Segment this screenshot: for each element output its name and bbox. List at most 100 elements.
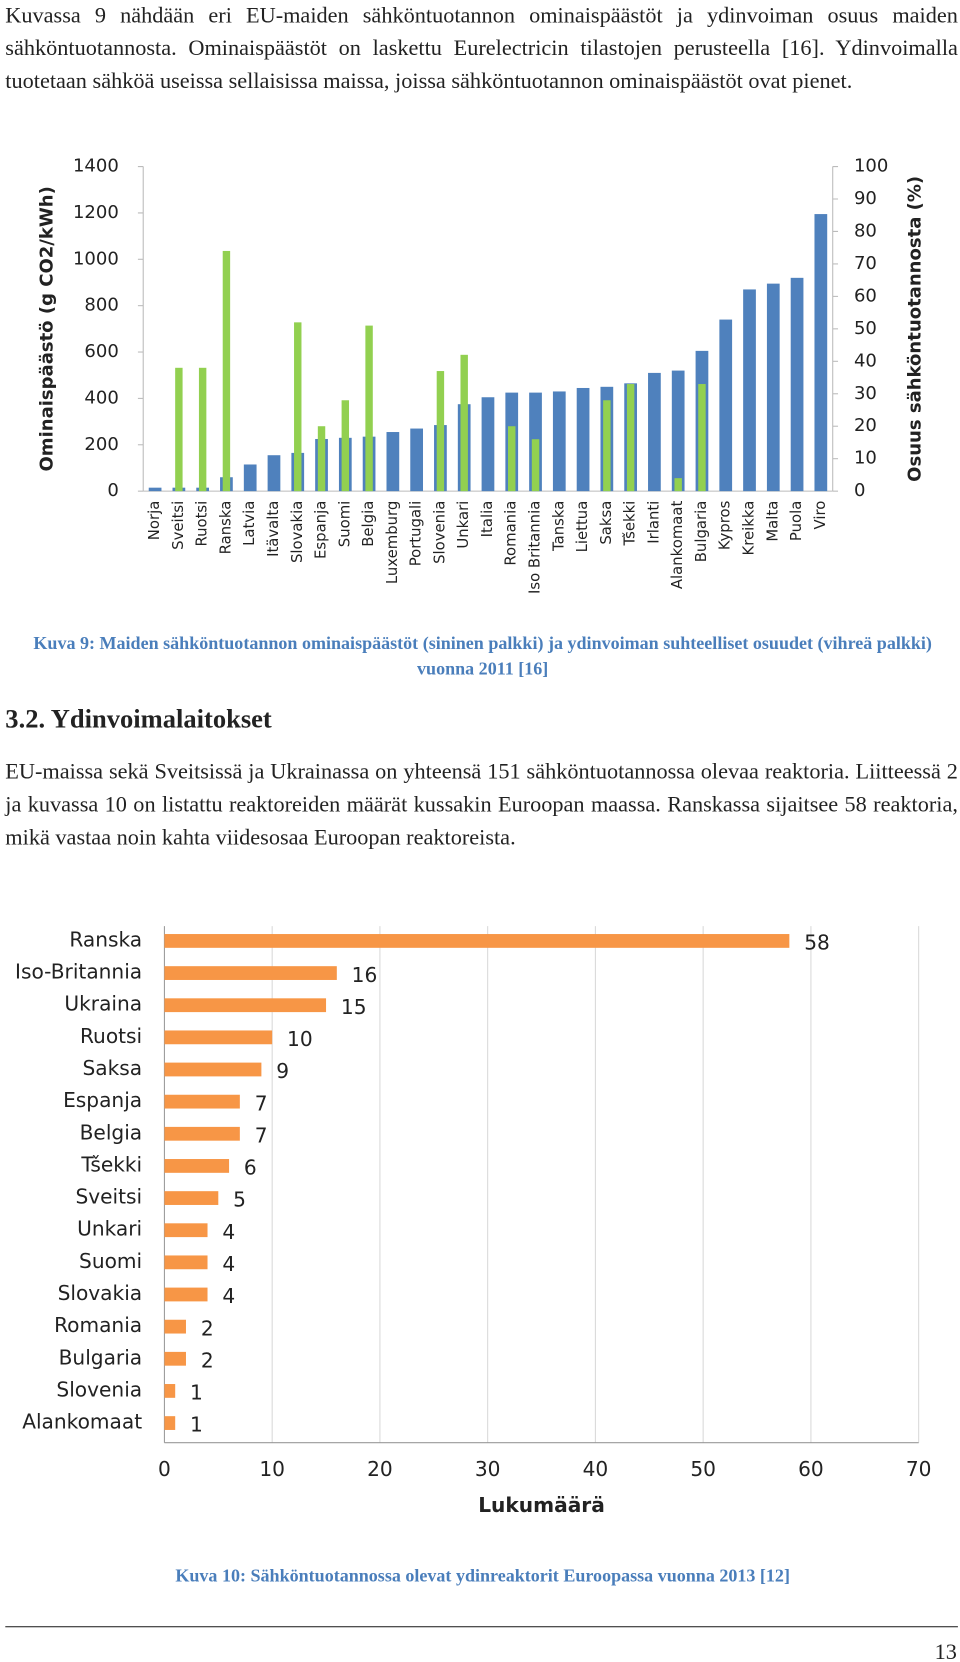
x-tick-label: Romania xyxy=(502,501,520,566)
x-tick-label: 50 xyxy=(690,1457,716,1481)
y2-tick-label: 30 xyxy=(854,383,877,404)
emission-chart: 0 200 400 600 800 1000 1200 1400 0 10 20 30 40 50 60 70… xyxy=(37,156,926,594)
y-tick-label: 200 xyxy=(84,434,118,455)
bar xyxy=(175,367,183,492)
y2-tick-label: 10 xyxy=(854,448,877,469)
bar xyxy=(481,397,495,492)
x-tick-label: Kypros xyxy=(716,500,734,550)
x-tick-label: Ranska xyxy=(216,501,234,555)
y-tick-label: Bulgaria xyxy=(59,1345,143,1369)
y-axis-title: Ominaispäästö (g CO2/kWh) xyxy=(37,186,58,471)
x-tick-label: Liettua xyxy=(573,501,591,553)
y2-tick-label: 50 xyxy=(854,318,877,339)
bar xyxy=(674,478,682,492)
data-label: 4 xyxy=(222,1252,235,1276)
y-tick-label: Belgia xyxy=(80,1120,143,1144)
bar xyxy=(164,998,327,1013)
bar xyxy=(317,426,326,492)
y2-tick-label: 80 xyxy=(854,220,877,241)
x-tick-label: Slovenia xyxy=(430,501,448,564)
bar xyxy=(164,1191,219,1205)
x-tick-label: Ruotsi xyxy=(193,501,211,547)
bar xyxy=(164,1384,176,1398)
y-tick-label: 400 xyxy=(84,387,118,408)
footer-rule xyxy=(5,1626,958,1628)
bar xyxy=(814,214,828,492)
bar xyxy=(460,354,468,492)
bar xyxy=(164,934,790,948)
x-tick-label: Viro xyxy=(811,501,829,530)
y-tick-label: Ranska xyxy=(69,927,142,951)
data-label: 4 xyxy=(222,1220,235,1244)
bar xyxy=(164,1255,208,1270)
bar xyxy=(743,289,756,492)
x-tick-label: Latvia xyxy=(240,501,258,546)
x-tick-label: 70 xyxy=(906,1457,932,1481)
bar xyxy=(719,319,733,492)
bar xyxy=(198,367,207,492)
bar xyxy=(341,400,350,492)
data-label: 15 xyxy=(341,995,367,1019)
bar xyxy=(436,371,445,492)
y-tick-label: 0 xyxy=(107,480,118,501)
x-tick-label: Italia xyxy=(478,501,496,538)
y-tick-label: 600 xyxy=(84,341,118,362)
y-tick-label: Espanja xyxy=(63,1088,142,1112)
y-tick-label: Sveitsi xyxy=(75,1185,142,1209)
x-tick-label: Itävalta xyxy=(264,501,282,557)
caption: Kuva 9: Maiden sähköntuotannon ominaispä… xyxy=(33,633,932,679)
y2-tick-label: 100 xyxy=(854,156,888,177)
x-tick-label: Unkari xyxy=(454,501,472,549)
bar xyxy=(164,1223,208,1238)
y-tick-label: Suomi xyxy=(79,1249,142,1273)
x-tick-label: 0 xyxy=(158,1457,171,1481)
paragraph: EU-maissa sekä Sveitsissä ja Ukrainassa … xyxy=(5,758,958,850)
x-tick-label: Saksa xyxy=(597,501,615,545)
x-tick-label: Tanska xyxy=(549,501,567,552)
x-tick-label: 60 xyxy=(798,1457,824,1481)
x-tick-label: Espanja xyxy=(312,501,330,559)
bar xyxy=(294,322,302,492)
x-tick-label: Portugali xyxy=(407,501,425,567)
bar xyxy=(164,1126,240,1141)
y2-tick-label: 60 xyxy=(854,285,877,306)
y-tick-label: 800 xyxy=(84,295,118,316)
caption: Kuva 10: Sähköntuotannossa olevat ydinre… xyxy=(175,1565,790,1586)
data-label: 16 xyxy=(352,963,378,987)
x-tick-label: 20 xyxy=(367,1457,393,1481)
y2-axis-title: Osuus sähköntuotannosta (%) xyxy=(904,176,925,482)
y-tick-label: Romania xyxy=(54,1313,142,1337)
y-tick-label: Ukraina xyxy=(64,992,142,1016)
bar xyxy=(552,391,566,492)
bar xyxy=(164,1351,186,1366)
y2-tick-label: 90 xyxy=(854,188,877,209)
y-tick-label: Iso-Britannia xyxy=(15,960,142,984)
y-tick-label: Unkari xyxy=(77,1217,142,1241)
x-tick-label: Alankomaat xyxy=(668,501,686,590)
y-tick-label: Slovenia xyxy=(56,1377,142,1401)
bar xyxy=(365,325,373,492)
x-tick-label: 10 xyxy=(259,1457,285,1481)
y2-tick-label: 0 xyxy=(854,480,865,501)
bar xyxy=(603,400,611,492)
y-tick-label: 1200 xyxy=(73,202,119,223)
x-axis-title: Lukumäärä xyxy=(478,1493,605,1517)
data-label: 58 xyxy=(804,931,830,955)
x-tick-label: 30 xyxy=(475,1457,501,1481)
data-label: 7 xyxy=(255,1091,268,1115)
bar xyxy=(410,428,424,492)
bar xyxy=(790,277,804,492)
y2-tick-label: 20 xyxy=(854,415,877,436)
bar xyxy=(243,464,257,492)
x-tick-label: Puola xyxy=(787,501,805,541)
data-label: 9 xyxy=(276,1059,289,1083)
bar xyxy=(648,372,661,492)
bar xyxy=(766,283,780,492)
x-tick-label: Malta xyxy=(763,501,781,542)
bar xyxy=(671,370,685,492)
bar xyxy=(531,439,540,492)
x-tick-label: Norja xyxy=(145,501,163,541)
y-tick-label: Ruotsi xyxy=(80,1024,142,1048)
x-tick-label: Iso Britannia xyxy=(526,501,544,594)
